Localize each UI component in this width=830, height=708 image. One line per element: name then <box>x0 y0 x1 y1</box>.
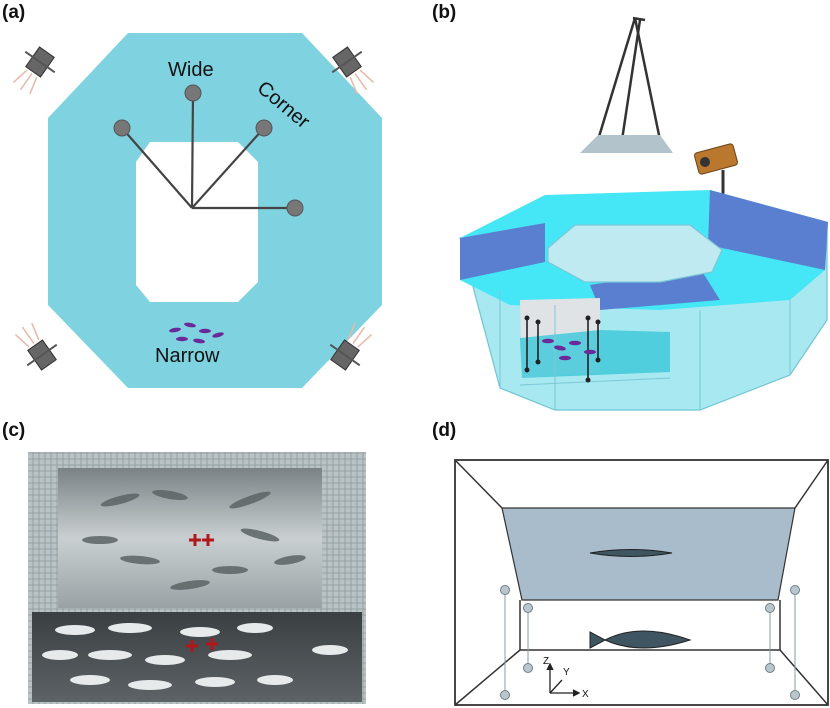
panel-label-a: (a) <box>2 2 26 23</box>
tank-inner-opening <box>547 224 723 283</box>
panel-a-diagram: Wide Corner Narrow <box>12 33 382 388</box>
top-fish-silhouette <box>589 549 673 557</box>
axis-label-z: Z <box>543 656 549 667</box>
radial-lines <box>121 92 295 210</box>
tank-sensor-dots <box>524 315 601 383</box>
panel-b-diagram <box>459 16 828 411</box>
tank-top-dark-right <box>708 190 828 270</box>
sensor-dots <box>113 84 304 217</box>
tank-front-water <box>520 330 670 378</box>
fish-school-a <box>169 322 224 344</box>
panel-label-c: (c) <box>2 420 26 441</box>
panel-label-d: (d) <box>432 420 457 441</box>
lamp-bottom-right <box>329 322 373 371</box>
tank-wall-edges <box>499 290 791 410</box>
lamp-top-left <box>12 46 56 95</box>
coordinate-axes <box>546 662 581 697</box>
panel-d-diagram: Z Y X <box>454 459 829 706</box>
d-sensor-poles <box>504 590 796 695</box>
panel-label-b: (b) <box>432 2 457 23</box>
fish-school-b <box>542 338 596 361</box>
side-camera <box>694 143 738 205</box>
lamp-bottom-left <box>14 322 58 371</box>
panel-c-photo <box>28 452 366 704</box>
tank-top-dark-front <box>590 268 720 310</box>
axis-label-x: X <box>582 689 589 700</box>
lamp-top-right <box>331 46 375 95</box>
label-narrow: Narrow <box>155 345 220 367</box>
tank-ring <box>48 33 382 388</box>
photo-upper-fish <box>82 489 306 590</box>
tank-sensor-poles <box>526 318 599 380</box>
tank-top-dark-left <box>460 223 545 280</box>
label-wide: Wide <box>168 59 214 81</box>
box-perspective-lines <box>454 459 829 706</box>
d-sensor-dots <box>500 585 800 700</box>
photo-lower-fish <box>42 623 348 690</box>
tripod-base-plate <box>580 135 673 153</box>
photo-red-markers <box>186 534 218 652</box>
axis-label-y: Y <box>563 667 570 678</box>
camera-tripod <box>596 16 662 141</box>
side-fish-silhouette <box>589 630 692 649</box>
